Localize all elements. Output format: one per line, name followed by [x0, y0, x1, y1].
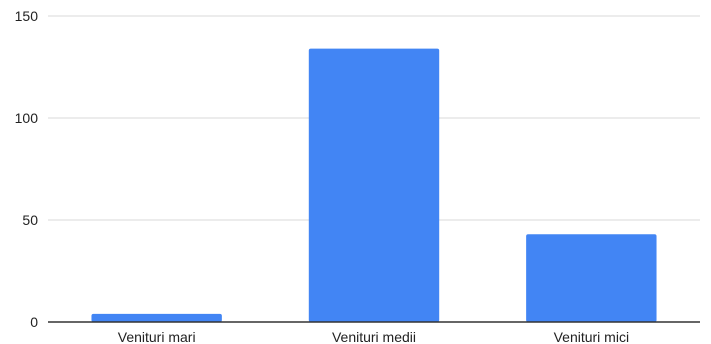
bar-3 [526, 234, 657, 322]
y-axis-tick-labels: 0 50 100 150 [15, 8, 39, 330]
y-tick-label: 0 [30, 314, 38, 330]
y-tick-label: 50 [22, 212, 38, 228]
x-tick-label: Venituri mari [118, 329, 196, 344]
bar-1 [91, 313, 222, 322]
y-tick-label: 150 [15, 8, 39, 24]
y-tick-label: 100 [15, 110, 39, 126]
x-tick-label: Venituri medii [332, 329, 416, 344]
x-axis-tick-labels: Venituri mari Venituri medii Venituri mici [118, 329, 629, 344]
bar-2 [308, 48, 440, 322]
x-tick-label: Venituri mici [554, 329, 629, 344]
bars [91, 48, 657, 322]
